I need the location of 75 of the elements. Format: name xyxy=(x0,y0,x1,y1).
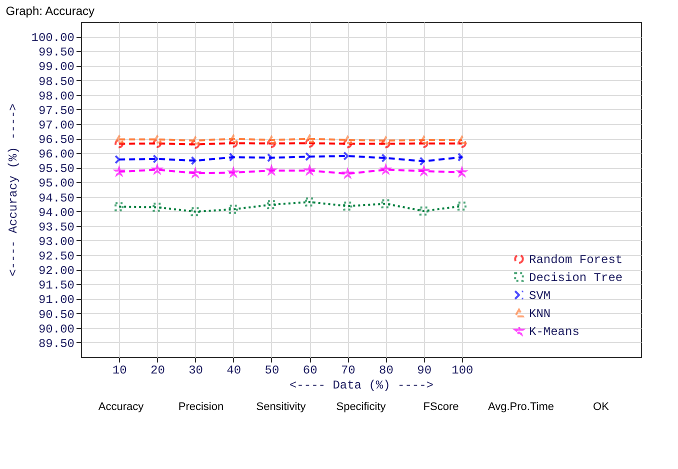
legend-label: KNN xyxy=(529,307,551,321)
point xyxy=(228,134,238,143)
y-tick-label: 96.00 xyxy=(38,148,74,162)
x-tick-label: 20 xyxy=(150,364,165,378)
point xyxy=(343,202,352,211)
point xyxy=(457,136,466,144)
x-tick-label: 30 xyxy=(188,364,203,378)
point xyxy=(114,135,124,144)
y-tick-label: 91.00 xyxy=(38,293,74,308)
y-tick-label: 95.00 xyxy=(38,176,74,191)
text: Avg.Pro.Time xyxy=(488,401,554,413)
point xyxy=(190,207,200,216)
text: FScore xyxy=(423,401,459,413)
point xyxy=(343,139,352,148)
y-tick-label: 92.00 xyxy=(38,264,74,278)
y-tick-label: 98.50 xyxy=(38,74,74,89)
y-tick-label: 92.50 xyxy=(38,250,74,264)
point xyxy=(228,138,238,148)
y-tick-label: 94.50 xyxy=(38,191,74,206)
text: Accuracy xyxy=(98,401,144,413)
x-tick-label: 80 xyxy=(379,364,394,378)
point xyxy=(419,206,428,216)
y-tick-label: 89.50 xyxy=(38,336,74,351)
text: OK xyxy=(593,401,610,413)
point xyxy=(266,200,276,210)
point xyxy=(190,136,200,145)
y-tick-label: 96.50 xyxy=(38,133,74,148)
legend-label: Random Forest xyxy=(529,253,623,267)
chart-title: Graph: Accuracy xyxy=(6,4,95,18)
y-axis-title: <---- Accuracy (%) ----> xyxy=(6,104,20,276)
point xyxy=(266,138,276,148)
x-tick-label: 100 xyxy=(452,364,474,378)
point xyxy=(419,138,428,148)
point xyxy=(381,136,390,145)
y-tick-label: 99.50 xyxy=(38,46,74,60)
point xyxy=(152,202,162,212)
legend-label: Decision Tree xyxy=(529,271,623,285)
text: Precision xyxy=(178,401,224,413)
point xyxy=(419,136,428,144)
legend-label: SVM xyxy=(529,289,551,303)
x-tick-label: 40 xyxy=(226,364,242,378)
y-tick-label: 99.00 xyxy=(38,60,74,74)
point xyxy=(305,197,314,207)
y-tick-label: 100.00 xyxy=(31,31,74,46)
y-tick-label: 93.00 xyxy=(38,234,74,249)
point xyxy=(266,136,276,144)
point xyxy=(228,204,238,214)
y-tick-label: 93.50 xyxy=(38,220,74,234)
x-tick-label: 70 xyxy=(340,364,356,378)
x-tick-label: 10 xyxy=(112,364,127,378)
legend-label: K-Means xyxy=(529,325,580,339)
point xyxy=(381,199,390,208)
point xyxy=(152,138,162,148)
y-tick-label: 90.50 xyxy=(38,308,74,322)
point xyxy=(190,140,200,149)
point xyxy=(381,139,390,148)
text: Specificity xyxy=(336,401,386,413)
point xyxy=(114,202,124,212)
point xyxy=(152,135,162,144)
text: Sensitivity xyxy=(256,401,306,413)
y-tick-label: 98.00 xyxy=(38,89,74,104)
y-tick-label: 97.50 xyxy=(38,104,74,118)
x-tick-label: 90 xyxy=(417,364,432,378)
y-tick-label: 90.00 xyxy=(38,322,74,336)
y-tick-label: 97.00 xyxy=(38,118,74,132)
point xyxy=(457,202,466,211)
point xyxy=(305,138,314,148)
x-tick-label: 60 xyxy=(302,364,318,378)
y-tick-label: 91.50 xyxy=(38,278,74,293)
point xyxy=(343,136,352,144)
y-tick-label: 95.50 xyxy=(38,162,74,176)
x-tick-label: 50 xyxy=(264,364,280,378)
x-axis-title: <---- Data (%) ----> xyxy=(289,378,434,392)
point xyxy=(305,134,314,143)
y-tick-label: 94.00 xyxy=(38,206,74,220)
